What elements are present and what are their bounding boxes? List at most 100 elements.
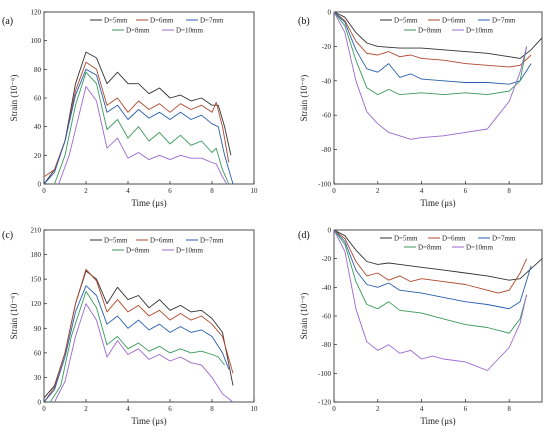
x-tick-label: 8 (210, 405, 214, 413)
y-tick-label: 60 (34, 349, 42, 357)
x-tick-label: 2 (84, 405, 88, 413)
legend-entry: D=10mm (466, 244, 493, 252)
legend-entry: D=6mm (442, 17, 466, 25)
series-line (43, 68, 234, 185)
x-tick-label: 0 (332, 405, 336, 413)
x-axis-label: Time (μs) (420, 198, 455, 208)
x-tick-label: 8 (210, 187, 214, 195)
x-axis-label: Time (μs) (131, 416, 166, 426)
series-line (333, 229, 528, 334)
legend-entry: D=5mm (394, 235, 418, 243)
y-axis-label: Strain (10⁻⁶) (9, 293, 19, 340)
legend-entry: D=8mm (418, 27, 442, 35)
y-axis-label: Strain (10⁻⁶) (299, 293, 309, 340)
x-tick-label: 6 (168, 187, 172, 195)
y-tick-label: -40 (322, 77, 332, 85)
x-tick-label: 2 (84, 187, 88, 195)
legend-entry: D=10mm (466, 27, 493, 35)
y-tick-label: 80 (34, 66, 42, 74)
legend-entry: D=8mm (126, 247, 150, 255)
legend-entry: D=7mm (492, 235, 516, 243)
series-line (43, 268, 234, 403)
series-line (49, 290, 225, 403)
y-tick-label: -20 (322, 255, 332, 263)
series-line (54, 71, 230, 185)
x-tick-label: 4 (420, 187, 424, 195)
series-line (333, 229, 532, 310)
series-line (333, 11, 532, 85)
x-tick-label: 6 (168, 405, 172, 413)
series-line (333, 229, 528, 371)
y-axis-label: Strain (10⁻⁶) (9, 75, 19, 122)
y-tick-label: 0 (38, 181, 42, 189)
y-axis-label: Strain (10⁻⁶) (299, 75, 309, 122)
panel-label: (c) (2, 230, 13, 241)
x-tick-label: 10 (251, 405, 259, 413)
legend-entry: D=10mm (176, 27, 203, 35)
series-line (43, 285, 230, 403)
x-tick-label: 4 (126, 187, 130, 195)
y-tick-label: 40 (34, 123, 42, 131)
legend-entry: D=6mm (442, 235, 466, 243)
legend-entry: D=5mm (394, 17, 418, 25)
series-line (43, 51, 232, 185)
panel-label: (b) (298, 16, 310, 27)
y-tick-label: 100 (31, 37, 42, 45)
x-tick-label: 2 (376, 405, 380, 413)
legend-entry: D=6mm (150, 237, 174, 245)
x-tick-label: 8 (507, 187, 511, 195)
legend-entry: D=5mm (104, 237, 128, 245)
x-tick-label: 6 (464, 187, 468, 195)
series-line (333, 11, 528, 140)
y-tick-label: -20 (322, 43, 332, 51)
y-tick-label: 180 (31, 251, 42, 259)
legend-entry: D=8mm (126, 27, 150, 35)
panel-label: (a) (2, 16, 13, 27)
y-tick-label: -80 (322, 341, 332, 349)
legend-entry: D=10mm (176, 247, 203, 255)
y-tick-label: -100 (318, 181, 331, 189)
y-tick-label: 120 (31, 300, 42, 308)
x-tick-label: 8 (507, 405, 511, 413)
plot-frame (333, 229, 543, 403)
x-tick-label: 10 (251, 187, 259, 195)
y-tick-label: -40 (322, 284, 332, 292)
legend-entry: D=6mm (150, 17, 174, 25)
x-tick-label: 0 (332, 187, 336, 195)
x-tick-label: 6 (464, 405, 468, 413)
x-tick-label: 2 (376, 187, 380, 195)
y-tick-label: 20 (34, 152, 42, 160)
y-tick-label: 0 (328, 9, 332, 17)
series-line (333, 11, 528, 96)
series-line (333, 11, 543, 59)
y-tick-label: 150 (31, 276, 42, 284)
y-tick-label: 210 (31, 227, 42, 235)
panel-label: (d) (298, 230, 310, 241)
x-axis-label: Time (μs) (131, 198, 166, 208)
x-tick-label: 4 (420, 405, 424, 413)
y-tick-label: -60 (322, 112, 332, 120)
legend-entry: D=7mm (492, 17, 516, 25)
series-line (58, 86, 228, 185)
y-tick-label: -100 (318, 370, 331, 378)
x-tick-label: 0 (42, 187, 46, 195)
plot-frame (333, 11, 543, 185)
y-tick-label: 0 (38, 399, 42, 407)
plot-frame (43, 229, 255, 403)
y-tick-label: 90 (34, 325, 42, 333)
x-tick-label: 4 (126, 405, 130, 413)
series-line (333, 229, 528, 294)
y-tick-label: 30 (34, 374, 42, 382)
y-tick-label: -120 (318, 399, 331, 407)
legend-entry: D=7mm (200, 237, 224, 245)
y-tick-label: -60 (322, 313, 332, 321)
legend-entry: D=7mm (200, 17, 224, 25)
y-tick-label: 0 (328, 227, 332, 235)
series-line (54, 303, 234, 403)
legend-entry: D=5mm (104, 17, 128, 25)
x-tick-label: 0 (42, 405, 46, 413)
plot-frame (43, 11, 255, 185)
x-axis-label: Time (μs) (420, 416, 455, 426)
series-line (333, 11, 532, 68)
